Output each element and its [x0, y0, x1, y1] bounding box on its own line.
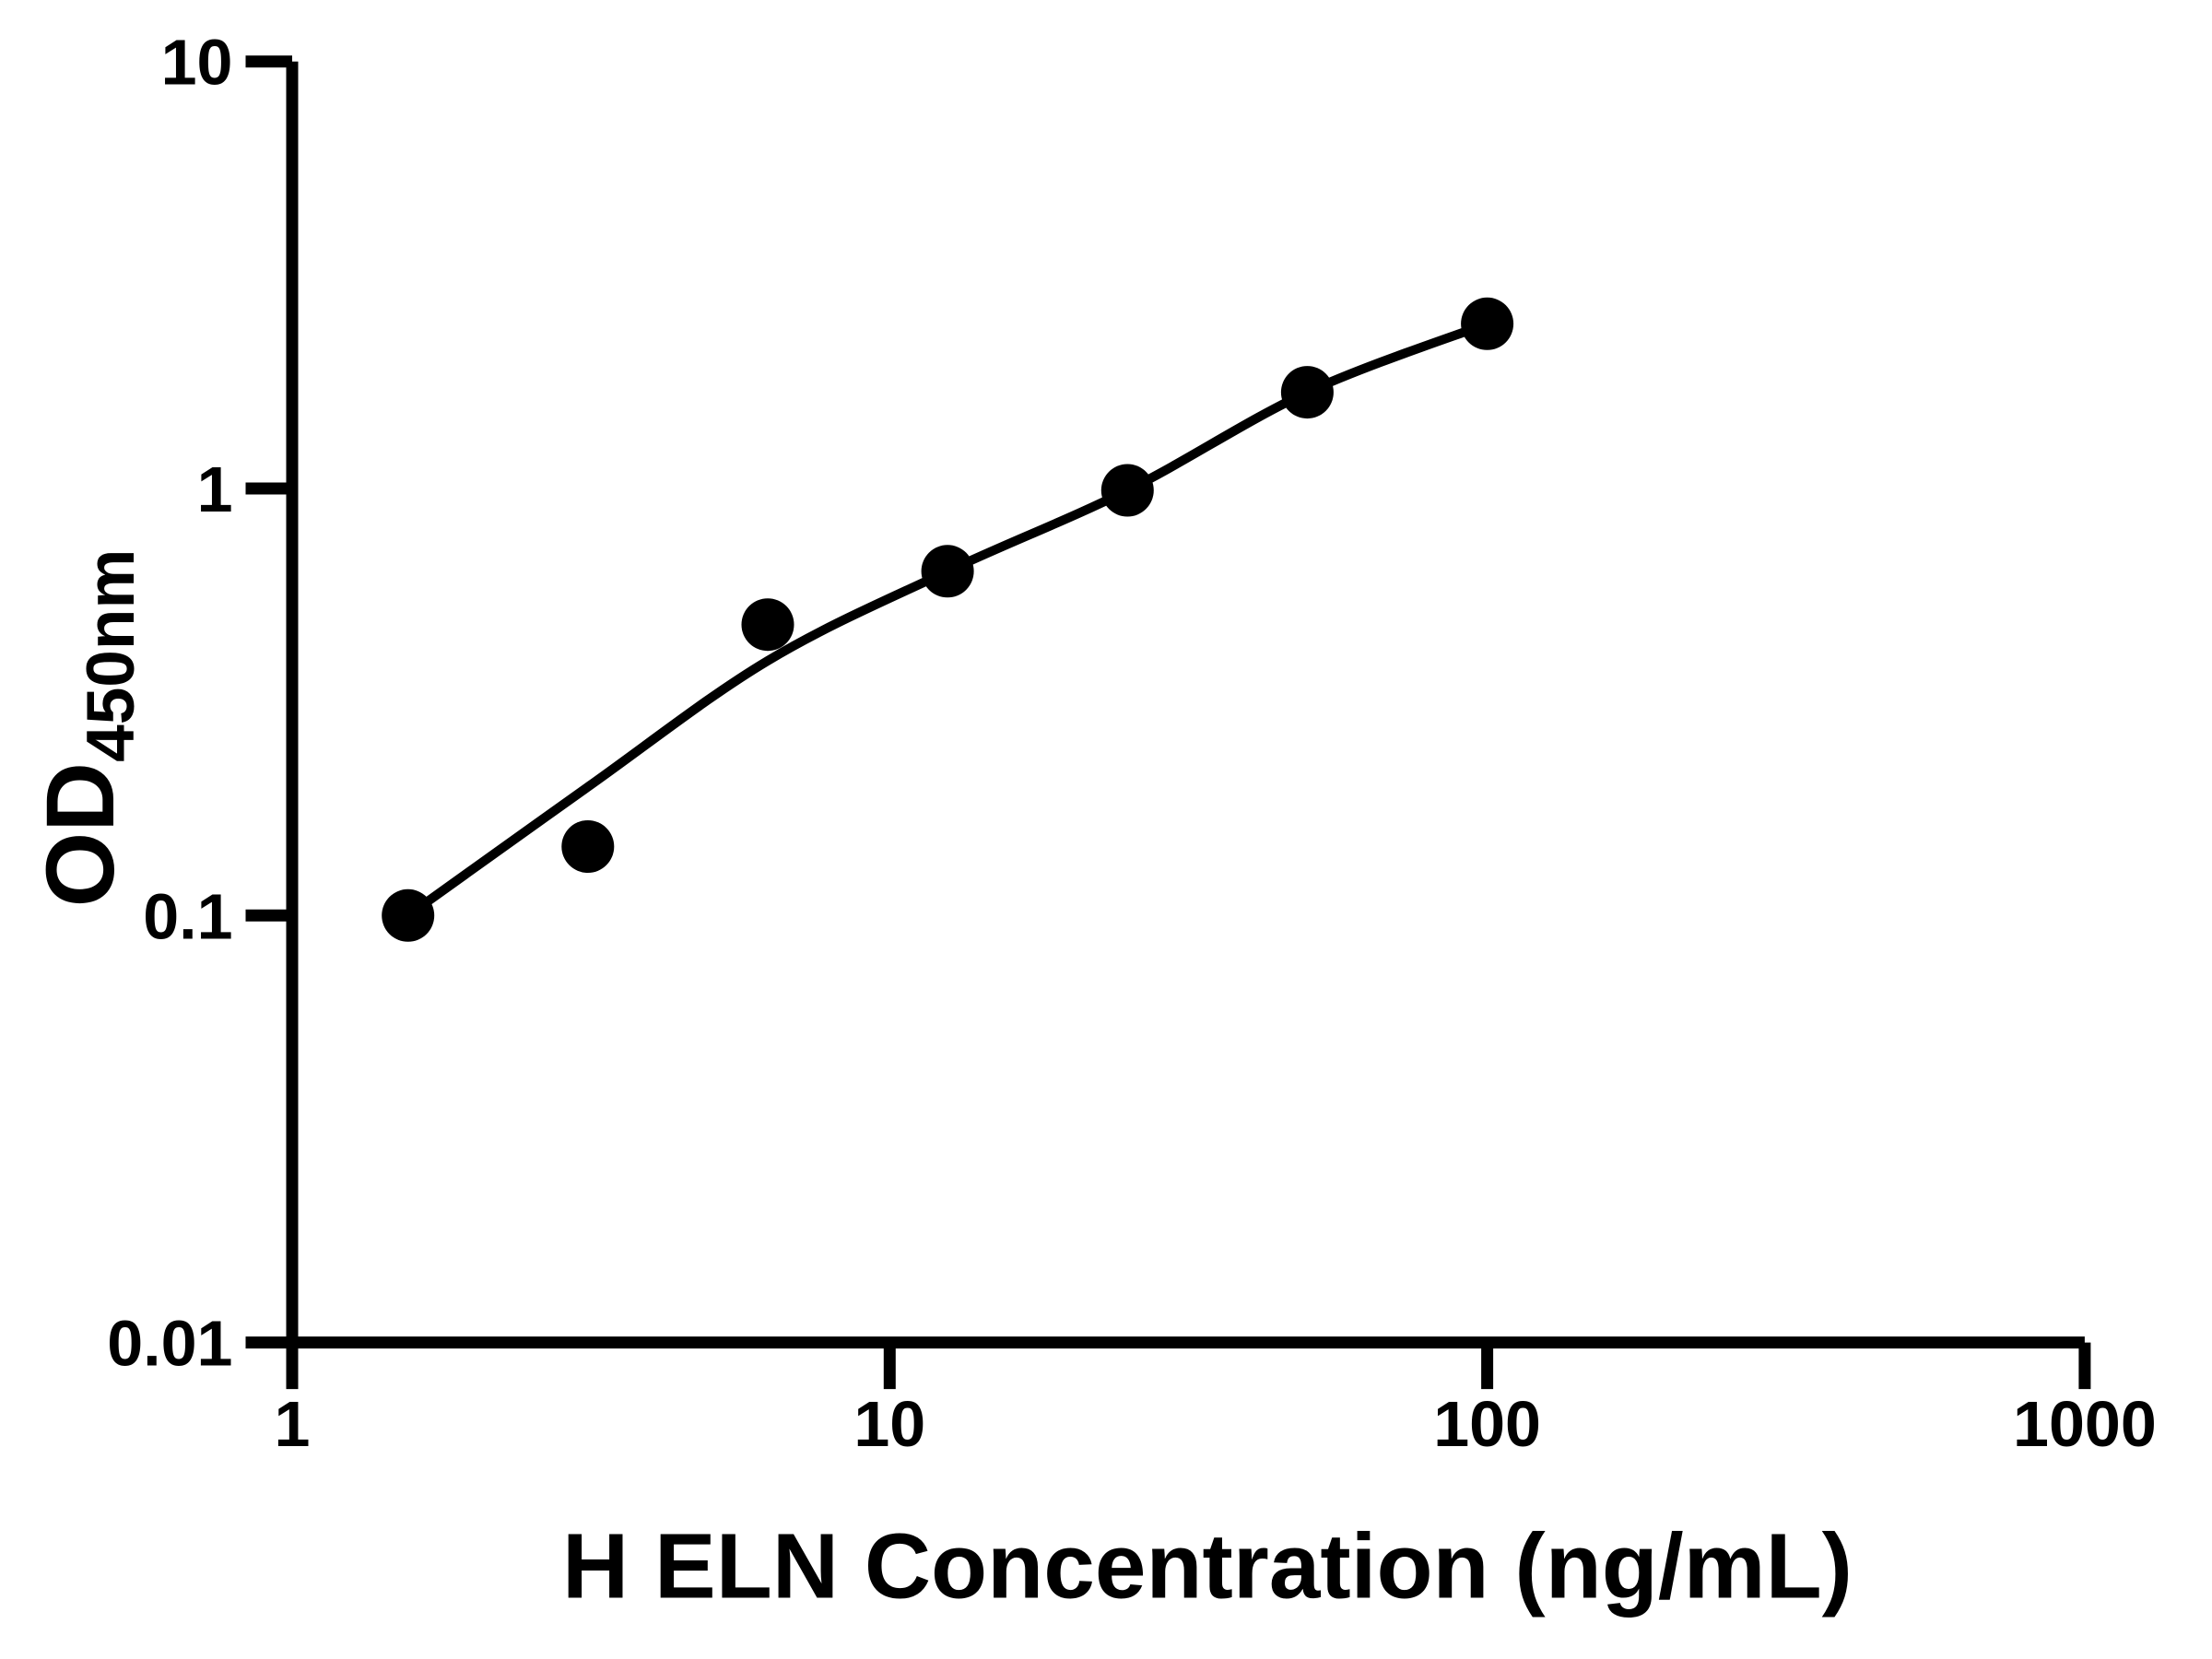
- axis-lines: [286, 61, 2085, 1349]
- data-point: [1461, 297, 1514, 350]
- x-axis-tick-label: 1: [275, 1388, 311, 1460]
- axes-group: [286, 61, 2085, 1349]
- ticks-group: [245, 55, 2091, 1390]
- data-points-group: [382, 297, 1514, 942]
- fit-curve-group: [403, 319, 1492, 921]
- y-axis-title-subscript: 450nm: [74, 548, 148, 762]
- data-point: [561, 820, 615, 873]
- x-axis-title: H ELN Concentration (ng/mL): [562, 1514, 1853, 1618]
- data-point: [1100, 464, 1154, 517]
- y-axis-tick-label: 0.1: [143, 880, 232, 952]
- data-point: [741, 598, 794, 652]
- data-point: [382, 888, 435, 942]
- y-axis-tick-label: 1: [197, 453, 233, 525]
- y-axis-title: OD450nm: [26, 549, 149, 908]
- data-point: [921, 545, 974, 598]
- x-axis-tick-label: 1000: [2013, 1388, 2157, 1460]
- y-axis-tick-label: 0.01: [107, 1308, 232, 1380]
- x-axis-tick-label: 100: [1433, 1388, 1541, 1460]
- tick-labels-group: 1 10 100 1000 10 1 0.1 0.01: [107, 27, 2157, 1460]
- data-point: [1280, 366, 1334, 419]
- y-axis-title-main: OD: [27, 761, 135, 908]
- standard-curve-line: [403, 319, 1492, 921]
- x-axis-tick-label: 10: [853, 1388, 925, 1460]
- y-axis-tick-label: 10: [161, 27, 233, 99]
